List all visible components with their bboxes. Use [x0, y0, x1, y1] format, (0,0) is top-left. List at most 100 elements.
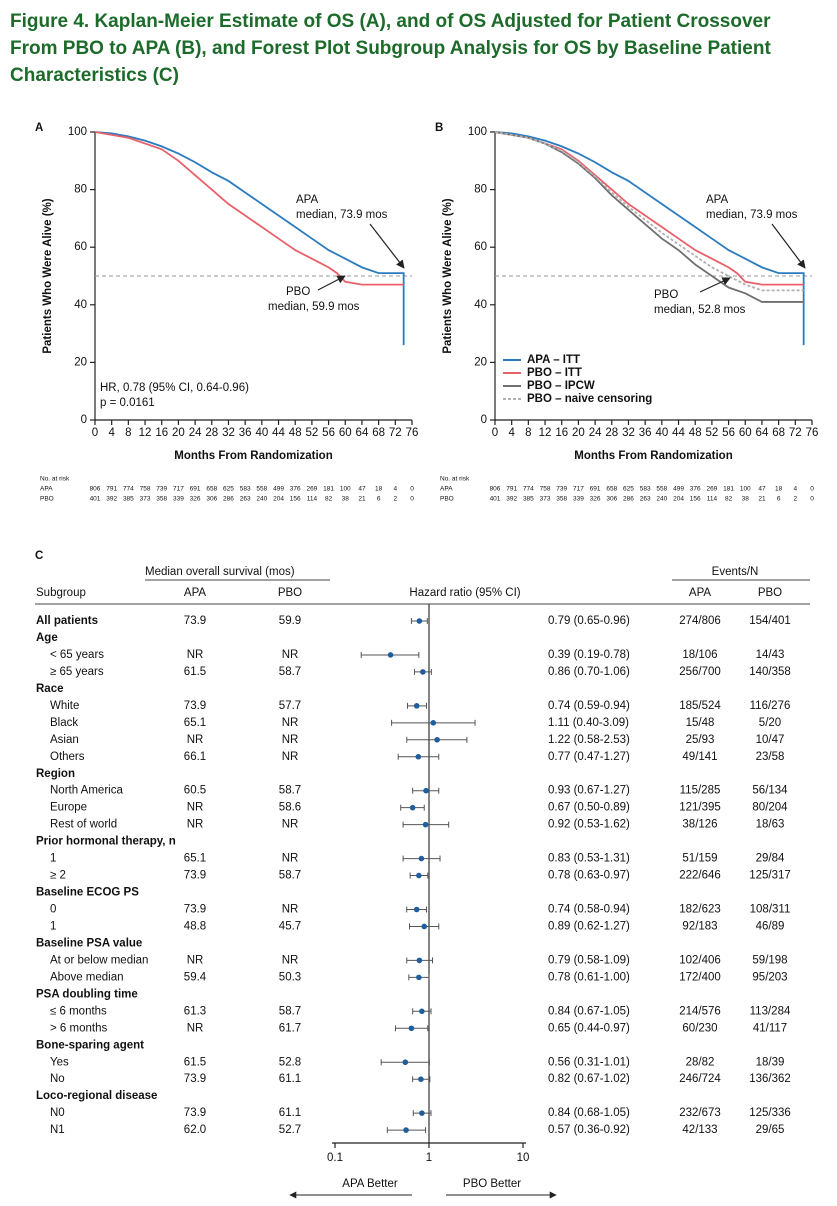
at-risk-count: 181 [323, 486, 334, 493]
events-cell: 29/84 [756, 853, 785, 865]
x-tick-label: 12 [139, 427, 152, 439]
median-cell: 57.7 [279, 700, 301, 712]
subgroup-heading: Baseline PSA value [36, 937, 142, 949]
median-cell: 65.1 [184, 717, 206, 729]
subgroup-heading: PSA doubling time [36, 988, 138, 1000]
median-cell: NR [282, 734, 299, 746]
panel-label: C [35, 550, 43, 562]
subgroup-label: 1 [50, 853, 56, 865]
events-cell: 5/20 [759, 717, 781, 729]
at-risk-count: 38 [342, 496, 350, 503]
x-tick-label: 60 [739, 427, 752, 439]
at-risk-count: 4 [794, 486, 798, 493]
x-tick-label: 0 [492, 427, 498, 439]
at-risk-count: 625 [223, 486, 234, 493]
hr-label: 0.67 (0.50-0.89) [548, 802, 630, 814]
median-cell: 59.4 [184, 971, 207, 983]
median-cell: NR [187, 734, 204, 746]
events-cell: 95/203 [752, 971, 787, 983]
at-risk-count: 181 [723, 486, 734, 493]
y-tick-label: 0 [481, 414, 487, 426]
events-cell: 80/204 [752, 802, 788, 814]
at-risk-count: 82 [725, 496, 733, 503]
subgroup-label: > 6 months [50, 1022, 107, 1034]
hazard-ratio-point [416, 872, 422, 879]
events-cell: 113/284 [750, 1005, 791, 1017]
at-risk-count: 47 [758, 486, 766, 493]
at-risk-count: 269 [306, 486, 317, 493]
at-risk-count: 21 [358, 496, 366, 503]
x-tick-label: 44 [272, 427, 285, 439]
hr-label: 0.57 (0.36-0.92) [548, 1124, 630, 1136]
median-cell: 61.3 [184, 1005, 206, 1017]
hazard-ratio-point [422, 821, 429, 828]
median-cell: NR [282, 904, 299, 916]
median-cell: 61.5 [184, 1056, 206, 1068]
at-risk-count: 6 [777, 496, 781, 503]
median-cell: 59.9 [279, 615, 301, 627]
x-tick-label: 56 [722, 427, 735, 439]
panel-label: A [35, 122, 43, 134]
annotation: PBO [654, 289, 678, 301]
median-cell: 60.5 [184, 785, 206, 797]
median-cell: NR [187, 954, 204, 966]
events-cell: 108/311 [750, 904, 791, 916]
hazard-ratio-point [413, 703, 420, 709]
median-cell: 45.7 [279, 920, 301, 932]
x-tick-label: 8 [525, 427, 531, 439]
x-tick-label: 32 [622, 427, 635, 439]
events-cell: 172/400 [679, 971, 721, 983]
y-tick-label: 0 [81, 414, 87, 426]
median-cell: NR [187, 1022, 204, 1034]
events-cell: 49/141 [682, 751, 717, 763]
hr-label: 0.93 (0.67-1.27) [548, 785, 630, 797]
at-risk-count: 100 [340, 486, 351, 493]
x-tick-label: 60 [339, 427, 352, 439]
median-cell: 58.7 [279, 666, 301, 678]
at-risk-count: 401 [490, 496, 501, 503]
median-cell: 61.1 [279, 1073, 301, 1085]
x-tick-label: 10 [517, 1152, 530, 1164]
x-axis-label: Months From Randomization [574, 450, 732, 462]
median-cell: 48.8 [184, 920, 206, 932]
at-risk-count: 658 [206, 486, 217, 493]
at-risk-count: 263 [640, 496, 651, 503]
x-axis-label: Months From Randomization [174, 450, 332, 462]
median-cell: 73.9 [184, 700, 206, 712]
events-cell: 41/117 [753, 1022, 787, 1034]
at-risk-count: 326 [190, 496, 201, 503]
at-risk-count: 791 [506, 486, 517, 493]
at-risk-count: 739 [156, 486, 167, 493]
at-risk-count: 739 [556, 486, 567, 493]
hr-label: 0.39 (0.19-0.78) [548, 649, 630, 661]
x-tick-label: 4 [108, 427, 115, 439]
y-tick-label: 40 [74, 299, 87, 311]
at-risk-count: 499 [673, 486, 684, 493]
at-risk-count: 392 [106, 496, 117, 503]
events-cell: 18/106 [682, 649, 717, 661]
subgroup-heading: Baseline ECOG PS [36, 887, 139, 899]
events-cell: 56/134 [752, 785, 788, 797]
x-tick-label: 36 [239, 427, 252, 439]
hr-label: 0.77 (0.47-1.27) [548, 751, 630, 763]
at-risk-count: 0 [410, 496, 414, 503]
events-cell: 182/623 [679, 904, 721, 916]
hazard-ratio-point [416, 957, 423, 964]
legend-label: PBO – naive censoring [527, 393, 652, 405]
at-risk-count: 47 [358, 486, 366, 493]
x-tick-label: 0.1 [327, 1152, 343, 1164]
x-tick-label: 36 [639, 427, 652, 439]
hazard-ratio-point [423, 787, 429, 794]
annotation: APA [706, 194, 728, 206]
x-tick-label: 52 [305, 427, 318, 439]
x-tick-label: 40 [255, 427, 268, 439]
subgroup-label: ≥ 2 [50, 870, 66, 882]
annotation: PBO [286, 286, 310, 298]
x-tick-label: 28 [605, 427, 618, 439]
hazard-ratio-point [402, 1059, 409, 1066]
at-risk-count: 385 [523, 496, 534, 503]
at-risk-count: 6 [377, 496, 381, 503]
subgroup-label: N0 [50, 1107, 65, 1119]
at-risk-count: 774 [523, 486, 534, 493]
hr-label: 0.84 (0.67-1.05) [548, 1005, 630, 1017]
